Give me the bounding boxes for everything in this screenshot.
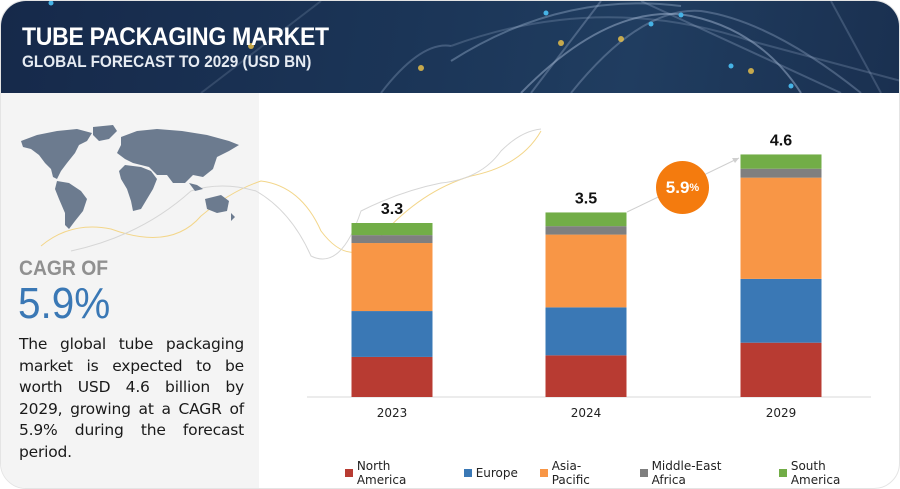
bar-segment-asia-pacific-2024 xyxy=(545,234,627,308)
page-subtitle: GLOBAL FORECAST TO 2029 (USD BN) xyxy=(22,52,312,71)
cagr-badge-value: 5.9 xyxy=(665,177,690,197)
legend-label: North America xyxy=(356,459,407,487)
x-tick-label-2029: 2029 xyxy=(766,406,797,420)
legend-label: Asia-Pacific xyxy=(551,459,590,487)
bar-segment-europe-2024 xyxy=(545,307,627,356)
bar-segment-north-america-2023 xyxy=(351,356,433,397)
legend-swatch xyxy=(639,469,648,477)
cagr-label: CAGR OF xyxy=(19,257,109,280)
bar-segment-middle-east-africa-2023 xyxy=(351,235,433,244)
fiber-optic-background xyxy=(48,1,899,93)
chart-legend: North America Europe Asia-Pacific Middle-Ea… xyxy=(345,459,899,487)
legend-swatch xyxy=(463,469,472,477)
bar-segment-north-america-2024 xyxy=(545,355,627,397)
bar-segment-asia-pacific-2023 xyxy=(351,243,433,312)
total-label-2024: 3.5 xyxy=(575,190,597,207)
legend-item-south-america: South America xyxy=(779,459,877,487)
cagr-value: 5.9% xyxy=(18,279,111,328)
cagr-arrowhead xyxy=(732,158,739,163)
legend-label: South America xyxy=(790,459,841,487)
legend-item-europe: Europe xyxy=(463,459,518,487)
legend-item-north-america: North America xyxy=(345,459,442,487)
cagr-badge: 5.9% xyxy=(656,161,709,214)
market-description: The global tube packaging market is expe… xyxy=(19,335,244,461)
page-title: TUBE PACKAGING MARKET xyxy=(22,23,329,51)
world-map-icon xyxy=(21,125,239,229)
legend-label: Europe xyxy=(475,466,518,480)
bar-segment-middle-east-africa-2029 xyxy=(740,168,822,178)
bar-segment-europe-2023 xyxy=(351,311,433,357)
legend-swatch xyxy=(779,469,787,477)
cagr-badge-unit: % xyxy=(689,181,700,194)
bar-segment-europe-2029 xyxy=(740,278,822,343)
bar-segment-middle-east-africa-2024 xyxy=(545,226,627,235)
bar-segment-south-america-2023 xyxy=(351,223,433,236)
legend-item-middle-east-africa: Middle-East Africa xyxy=(639,459,757,487)
bar-segment-north-america-2029 xyxy=(740,342,822,397)
header-banner: TUBE PACKAGING MARKET GLOBAL FORECAST TO… xyxy=(1,1,899,93)
legend-label: Middle-East Africa xyxy=(651,459,722,487)
bar-segment-south-america-2029 xyxy=(740,154,822,169)
bar-segment-south-america-2024 xyxy=(545,212,627,227)
legend-swatch xyxy=(539,469,548,477)
legend-item-asia-pacific: Asia-Pacific xyxy=(539,459,618,487)
x-tick-label-2024: 2024 xyxy=(571,406,602,420)
bar-segment-asia-pacific-2029 xyxy=(740,177,822,279)
x-tick-label-2023: 2023 xyxy=(377,406,408,420)
legend-swatch xyxy=(345,469,353,477)
total-label-2029: 4.6 xyxy=(770,132,792,149)
total-label-2023: 3.3 xyxy=(381,201,403,218)
